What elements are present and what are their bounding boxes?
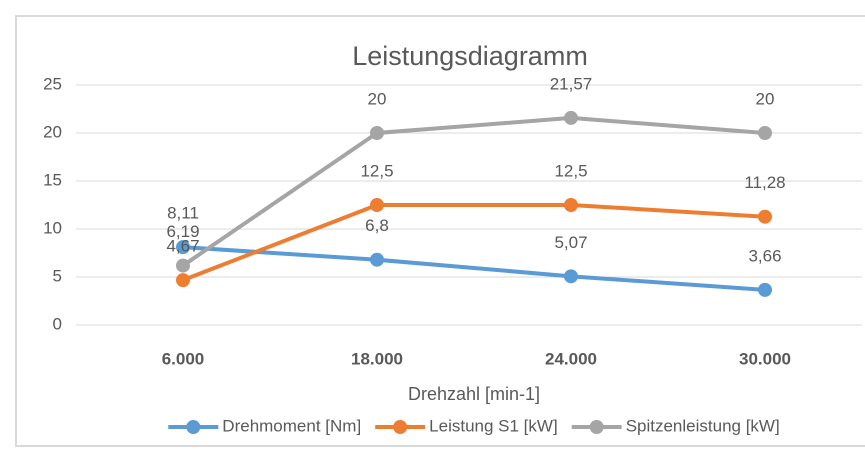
legend-label: Leistung S1 [kW] xyxy=(429,416,558,435)
data-label: 12,5 xyxy=(554,161,587,180)
x-axis-title: Drehzahl [min-1] xyxy=(408,384,540,404)
data-label: 21,57 xyxy=(550,74,593,93)
data-label: 20 xyxy=(368,89,387,108)
data-point xyxy=(758,126,772,140)
data-point xyxy=(758,282,772,297)
series-line xyxy=(181,115,766,268)
data-label: 8,11 xyxy=(167,204,199,223)
legend-item: Leistung S1 [kW] xyxy=(375,416,558,435)
x-tick-label: 6.000 xyxy=(162,349,205,368)
data-point xyxy=(564,269,578,284)
data-label: 6,19 xyxy=(166,222,199,241)
data-label: 6,8 xyxy=(365,216,389,235)
legend-label: Drehmoment [Nm] xyxy=(222,416,361,435)
data-point xyxy=(758,209,772,224)
data-point xyxy=(370,126,384,140)
data-point xyxy=(370,198,384,212)
legend-item: Drehmoment [Nm] xyxy=(168,416,361,435)
y-tick-label: 25 xyxy=(43,74,62,93)
data-label: 5,07 xyxy=(554,233,587,252)
data-label: 3,66 xyxy=(748,246,781,265)
data-point xyxy=(176,258,190,273)
data-label: 20 xyxy=(756,89,775,108)
legend-marker xyxy=(589,420,604,434)
data-point xyxy=(176,240,190,255)
series-line xyxy=(182,203,766,283)
legend-marker xyxy=(393,420,408,434)
x-tick-label: 24.000 xyxy=(545,349,597,368)
legend-item: Spitzenleistung [kW] xyxy=(571,416,780,435)
data-label: 4,67 xyxy=(166,237,199,256)
legend-marker xyxy=(186,420,201,434)
y-tick-label: 5 xyxy=(53,266,62,285)
data-label: 11,28 xyxy=(744,173,785,192)
x-tick-label: 18.000 xyxy=(351,349,403,368)
data-point xyxy=(564,198,578,212)
legend-label: Spitzenleistung [kW] xyxy=(626,416,780,435)
y-tick-label: 0 xyxy=(53,314,62,333)
chart-title: Leistungsdiagramm xyxy=(352,41,588,71)
chart-frame xyxy=(15,15,865,447)
data-point xyxy=(370,252,384,267)
y-tick-label: 15 xyxy=(43,170,62,189)
data-point xyxy=(176,273,190,288)
x-tick-label: 30.000 xyxy=(739,349,791,368)
data-label: 12,5 xyxy=(360,161,393,180)
data-point xyxy=(564,110,578,125)
y-tick-label: 10 xyxy=(43,218,62,237)
y-tick-label: 20 xyxy=(43,122,62,141)
series-line xyxy=(182,245,766,292)
